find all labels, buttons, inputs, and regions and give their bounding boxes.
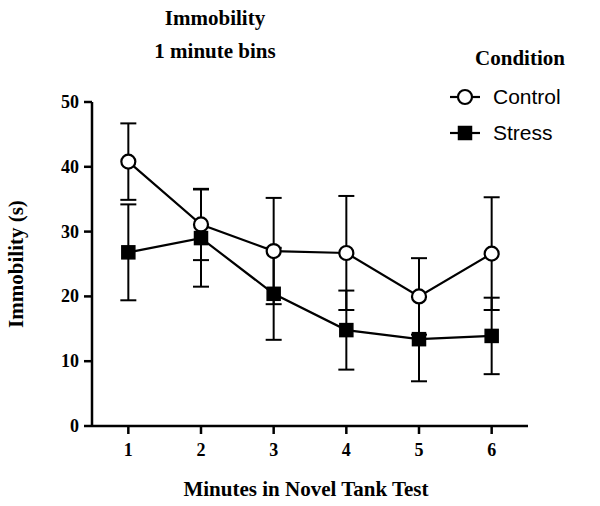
x-tick-label: 1 [124,440,133,460]
error-cap [120,199,136,201]
error-bar [266,248,282,340]
x-tick-label: 3 [269,440,278,460]
y-tick-label: 0 [70,416,79,436]
title: Immobility [165,6,266,30]
plot-area [120,123,499,381]
legend-label: Control [493,85,561,108]
y-tick-label: 30 [61,222,79,242]
error-bar [484,298,500,374]
x-tick-label: 2 [197,440,206,460]
error-cap [266,339,282,341]
error-cap [193,188,209,190]
marker [413,333,426,346]
error-cap [193,188,209,190]
marker [339,246,353,260]
marker [121,155,135,169]
error-bar [120,123,136,199]
y-tick [84,166,92,169]
y-tick-label: 50 [61,92,79,112]
marker [412,289,426,303]
x-tick-label: 4 [342,440,351,460]
error-bar [411,297,427,381]
marker [485,329,498,342]
y-tick [84,101,92,104]
error-cap [484,373,500,375]
error-bar [120,204,136,300]
error-bar [193,189,209,286]
marker [194,217,208,231]
x-axis-label: Minutes in Novel Tank Test [183,477,428,501]
subtitle: 1 minute bins [154,39,275,63]
error-cap [266,197,282,199]
y-axis [91,102,94,426]
marker [267,244,281,258]
marker [267,287,280,300]
legend-title: Condition [475,46,565,70]
y-tick [84,425,92,428]
error-cap [411,257,427,259]
x-tick [490,426,493,434]
y-tick-label: 20 [61,286,79,306]
chart: Immobility 1 minute bins 0 10 20 30 40 50 1 2 3 4 5 6… [0,0,600,506]
error-bar [338,291,354,370]
error-bar [266,198,282,304]
x-tick [200,426,203,434]
x-axis [92,425,528,428]
y-tick [84,360,92,363]
error-cap [338,290,354,292]
x-tick [345,426,348,434]
marker [340,324,353,337]
legend-label: Stress [493,121,553,144]
error-cap [484,297,500,299]
y-axis-label: Immobility (s) [4,200,28,328]
legend-marker [459,127,472,140]
marker [195,232,208,245]
error-cap [338,195,354,197]
x-tick [418,426,421,434]
y-tick [84,230,92,233]
x-tick [272,426,275,434]
legend: Condition Control Stress [450,46,565,144]
error-cap [193,286,209,288]
x-tick [127,426,130,434]
error-cap [411,380,427,382]
error-cap [120,122,136,124]
error-cap [484,196,500,198]
series-line [128,238,491,339]
error-cap [120,203,136,205]
marker [122,246,135,259]
error-cap [338,369,354,371]
y-tick-label: 40 [61,157,79,177]
x-tick-label: 5 [415,440,424,460]
error-bar [484,197,500,310]
marker [485,247,499,261]
error-cap [120,299,136,301]
legend-marker [458,90,472,104]
y-tick [84,295,92,298]
x-tick-label: 6 [487,440,496,460]
y-tick-label: 10 [61,351,79,371]
series-line [128,162,491,297]
